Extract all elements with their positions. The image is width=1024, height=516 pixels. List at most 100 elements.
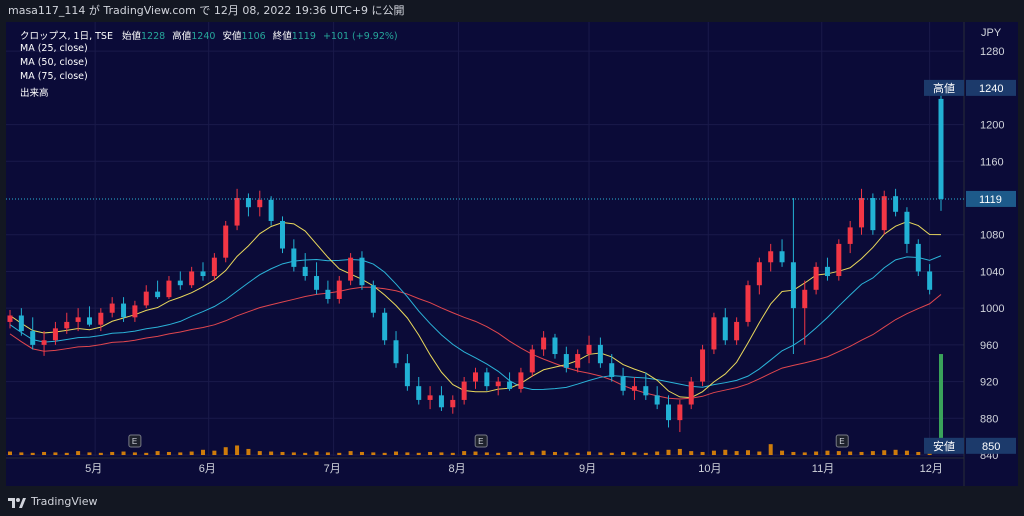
candle-body	[257, 199, 263, 208]
x-tick-label: 11月	[812, 463, 834, 475]
candle-body	[461, 381, 467, 400]
legend-open-label: 始値	[122, 31, 142, 42]
candle-body	[64, 321, 70, 329]
candle-body	[109, 303, 115, 313]
candle-body	[870, 198, 876, 231]
volume-bar	[132, 452, 137, 455]
candle-body	[756, 262, 762, 286]
currency-label: JPY	[981, 27, 1002, 39]
candle-body	[643, 386, 649, 396]
y-tick-label: 1000	[980, 303, 1004, 315]
candle-body	[314, 276, 320, 290]
legend-symbol: クロップス, 1日, TSE	[20, 31, 113, 42]
candle-body	[915, 243, 921, 272]
candle-body	[631, 386, 637, 391]
candle-body	[745, 285, 751, 322]
candle-body	[370, 285, 376, 313]
high-tag-value: 1240	[979, 83, 1003, 95]
candle-body	[325, 289, 331, 299]
candle-body	[620, 376, 626, 391]
volume-bar	[405, 452, 410, 455]
candle-body	[41, 340, 47, 345]
candle-body	[211, 257, 217, 277]
legend-low-label: 安値	[222, 31, 242, 42]
candle-body	[86, 317, 92, 325]
volume-bar	[223, 447, 228, 455]
volume-bar	[723, 449, 728, 455]
y-tick-label: 920	[980, 377, 998, 389]
volume-bar	[87, 452, 92, 455]
footer: TradingView	[0, 486, 1024, 516]
candle-body	[291, 248, 297, 267]
y-tick-label: 1080	[980, 230, 1004, 242]
volume-bar	[269, 451, 274, 455]
legend-ma25[interactable]: MA (25, close)	[20, 43, 88, 54]
legend-ma75[interactable]: MA (75, close)	[20, 71, 88, 82]
candle-body	[586, 344, 592, 355]
x-tick-label: 9月	[579, 463, 596, 475]
volume-bar	[700, 451, 705, 455]
chart-frame: JPY 1280 1200 1160 1080 1040 1000 960 920 880 840 5…	[6, 22, 1018, 486]
candle-body	[722, 317, 728, 341]
price-chart[interactable]: JPY1280120011601080104010009609208808405…	[6, 22, 1018, 486]
candle-body	[904, 211, 910, 244]
candle-body	[541, 337, 547, 350]
candle-body	[404, 363, 410, 387]
volume-bar	[904, 450, 909, 455]
high-tag-label: 高値	[933, 81, 955, 95]
candle-body	[98, 312, 104, 325]
x-tick-label: 10月	[698, 463, 721, 475]
candle-body	[518, 372, 524, 389]
candle-body	[279, 220, 285, 249]
volume-bar	[64, 452, 69, 455]
candle-body	[529, 349, 535, 373]
volume-bar	[655, 451, 660, 455]
candle-body	[121, 303, 127, 318]
legend-ma50[interactable]: MA (50, close)	[20, 57, 88, 68]
candle-body	[189, 271, 195, 286]
volume-bar	[178, 452, 183, 455]
volume-bar	[541, 450, 546, 455]
volume-bar	[882, 450, 887, 455]
volume-bar	[609, 452, 614, 455]
volume-bar	[428, 451, 433, 455]
volume-bar	[496, 452, 501, 455]
candle-body	[802, 289, 808, 309]
earnings-marker	[835, 434, 849, 448]
publish-bar: masa117_114 が TradingView.com で 12月 08, …	[0, 0, 1024, 22]
candle-body	[200, 271, 206, 277]
candle-body	[938, 98, 944, 199]
publish-line: masa117_114 が TradingView.com で 12月 08, …	[8, 4, 405, 17]
ma50-line	[9, 255, 942, 391]
volume-bar	[462, 451, 467, 455]
volume-bar	[201, 449, 206, 455]
earnings-marker	[128, 434, 142, 448]
volume-bar	[916, 451, 921, 455]
candle-body	[166, 280, 172, 298]
legend-change: +101 (+9.92%)	[322, 31, 398, 42]
y-tick-label: 960	[980, 340, 998, 352]
low-range-bar	[939, 354, 943, 446]
low-tag-label-bg	[924, 437, 964, 454]
x-tick-label: 8月	[448, 463, 465, 475]
x-tick-label: 5月	[85, 463, 102, 475]
legend-close-label: 終値	[272, 31, 292, 42]
candle-body	[382, 312, 388, 341]
legend-high-label: 高値	[172, 31, 192, 42]
volume-bar	[155, 451, 160, 455]
volume-bar	[632, 452, 637, 455]
tradingview-logo[interactable]: TradingView	[8, 495, 97, 508]
candle-body	[18, 315, 24, 332]
candle-body	[52, 328, 58, 341]
volume-bar	[19, 452, 24, 455]
volume-bar	[246, 448, 251, 455]
y-tick-label: 1200	[980, 120, 1004, 132]
price-axis-panel	[964, 22, 1018, 486]
candle-body	[75, 317, 81, 322]
earnings-marker-label: E	[478, 437, 483, 446]
volume-bar	[666, 449, 671, 455]
volume-bar	[212, 450, 217, 455]
legend-volume[interactable]: 出来高	[20, 88, 49, 99]
tradingview-logo-icon	[8, 497, 26, 508]
legend-open: 1228	[141, 31, 166, 42]
